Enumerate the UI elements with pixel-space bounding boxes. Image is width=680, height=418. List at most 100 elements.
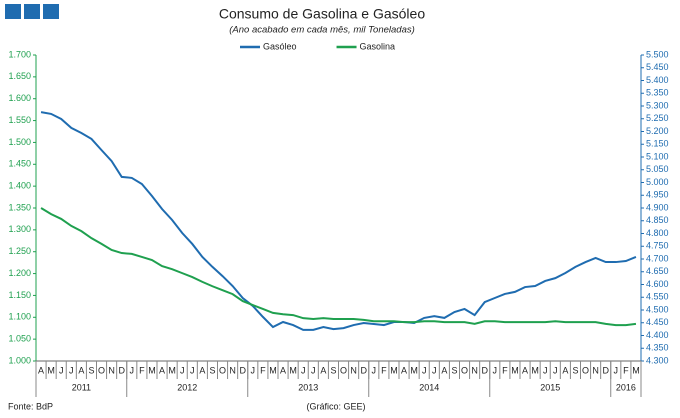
year-label: 2016 bbox=[616, 382, 636, 392]
chart-subtitle: (Ano acabado em cada mês, mil Toneladas) bbox=[229, 25, 415, 36]
y2-tick-label: 4.750 bbox=[646, 241, 669, 251]
x-tick-label: O bbox=[340, 365, 347, 375]
x-tick-label: A bbox=[320, 365, 326, 375]
x-tick-label: M bbox=[410, 365, 418, 375]
year-label: 2014 bbox=[419, 382, 439, 392]
chart-title: Consumo de Gasolina e Gasóleo bbox=[219, 6, 425, 22]
legend-label: Gasolina bbox=[360, 41, 396, 51]
y2-tick-label: 4.400 bbox=[646, 330, 669, 340]
y-tick-label: 1.150 bbox=[8, 290, 31, 300]
x-tick-label: M bbox=[47, 365, 55, 375]
y2-tick-label: 4.900 bbox=[646, 202, 669, 212]
x-tick-label: F bbox=[139, 365, 145, 375]
x-tick-label: M bbox=[269, 365, 277, 375]
logo-square bbox=[5, 4, 21, 19]
y-tick-label: 1.100 bbox=[8, 312, 31, 322]
x-tick-label: M bbox=[390, 365, 398, 375]
y-tick-label: 1.700 bbox=[8, 49, 31, 59]
y2-tick-label: 5.150 bbox=[646, 139, 669, 149]
series-line bbox=[40, 207, 637, 327]
x-tick-label: J bbox=[130, 365, 135, 375]
x-tick-label: N bbox=[229, 365, 236, 375]
x-tick-label: A bbox=[280, 365, 286, 375]
x-tick-label: J bbox=[422, 365, 427, 375]
year-label: 2013 bbox=[298, 382, 318, 392]
x-tick-label: J bbox=[59, 365, 64, 375]
x-tick-label: O bbox=[461, 365, 468, 375]
y2-tick-label: 4.600 bbox=[646, 279, 669, 289]
y-tick-label: 1.550 bbox=[8, 115, 31, 125]
y2-tick-label: 5.350 bbox=[646, 88, 669, 98]
source: Fonte: BdP bbox=[8, 401, 53, 411]
x-tick-label: M bbox=[168, 365, 176, 375]
y2-tick-label: 4.650 bbox=[646, 266, 669, 276]
x-tick-label: M bbox=[632, 365, 640, 375]
x-tick-label: A bbox=[401, 365, 407, 375]
x-tick-label: D bbox=[602, 365, 609, 375]
y2-tick-label: 5.300 bbox=[646, 100, 669, 110]
legend-label: Gasóleo bbox=[263, 41, 297, 51]
x-tick-label: A bbox=[522, 365, 528, 375]
x-tick-label: D bbox=[481, 365, 488, 375]
x-tick-label: M bbox=[289, 365, 297, 375]
x-tick-label: S bbox=[330, 365, 336, 375]
x-tick-label: F bbox=[502, 365, 508, 375]
year-label: 2011 bbox=[72, 382, 91, 392]
y2-tick-label: 5.250 bbox=[646, 113, 669, 123]
y2-tick-label: 4.350 bbox=[646, 343, 669, 353]
y2-tick-label: 5.200 bbox=[646, 126, 669, 136]
y-tick-label: 1.600 bbox=[8, 93, 31, 103]
logo-square bbox=[24, 4, 40, 19]
y2-tick-label: 5.100 bbox=[646, 151, 669, 161]
x-tick-label: J bbox=[614, 365, 619, 375]
x-tick-label: A bbox=[78, 365, 84, 375]
y2-tick-label: 5.500 bbox=[646, 49, 669, 59]
x-tick-label: O bbox=[98, 365, 105, 375]
x-tick-label: M bbox=[148, 365, 156, 375]
x-tick-label: J bbox=[432, 365, 437, 375]
y-tick-label: 1.450 bbox=[8, 159, 31, 169]
x-tick-label: A bbox=[38, 365, 44, 375]
x-tick-label: F bbox=[260, 365, 266, 375]
x-tick-label: N bbox=[471, 365, 478, 375]
y2-tick-label: 4.700 bbox=[646, 253, 669, 263]
x-tick-label: J bbox=[180, 365, 185, 375]
x-tick-label: S bbox=[209, 365, 215, 375]
x-tick-label: D bbox=[118, 365, 125, 375]
x-tick-label: M bbox=[511, 365, 519, 375]
x-tick-label: F bbox=[623, 365, 629, 375]
y-tick-label: 1.050 bbox=[8, 334, 31, 344]
x-tick-label: N bbox=[592, 365, 599, 375]
x-tick-label: F bbox=[381, 365, 387, 375]
x-tick-label: J bbox=[372, 365, 377, 375]
y-tick-label: 1.200 bbox=[8, 268, 31, 278]
y-tick-label: 1.650 bbox=[8, 71, 31, 81]
credit: (Gráfico: GEE) bbox=[306, 401, 365, 411]
y2-tick-label: 4.500 bbox=[646, 304, 669, 314]
y2-tick-label: 4.450 bbox=[646, 317, 669, 327]
y-tick-label: 1.350 bbox=[8, 202, 31, 212]
y2-tick-label: 5.050 bbox=[646, 164, 669, 174]
x-tick-label: J bbox=[493, 365, 498, 375]
year-label: 2015 bbox=[540, 382, 560, 392]
x-tick-label: O bbox=[219, 365, 226, 375]
x-tick-label: A bbox=[441, 365, 447, 375]
y-tick-label: 1.500 bbox=[8, 137, 31, 147]
x-tick-label: A bbox=[199, 365, 205, 375]
y-tick-label: 1.250 bbox=[8, 246, 31, 256]
logo-square bbox=[43, 4, 59, 19]
x-tick-label: N bbox=[350, 365, 357, 375]
x-tick-label: S bbox=[572, 365, 578, 375]
x-tick-label: M bbox=[531, 365, 539, 375]
x-tick-label: J bbox=[69, 365, 74, 375]
x-tick-label: O bbox=[582, 365, 589, 375]
y2-tick-label: 5.450 bbox=[646, 62, 669, 72]
y2-tick-label: 4.950 bbox=[646, 190, 669, 200]
x-tick-label: J bbox=[553, 365, 558, 375]
x-tick-label: A bbox=[562, 365, 568, 375]
y2-tick-label: 4.800 bbox=[646, 228, 669, 238]
x-tick-label: J bbox=[190, 365, 195, 375]
y-tick-label: 1.300 bbox=[8, 224, 31, 234]
x-tick-label: A bbox=[159, 365, 165, 375]
